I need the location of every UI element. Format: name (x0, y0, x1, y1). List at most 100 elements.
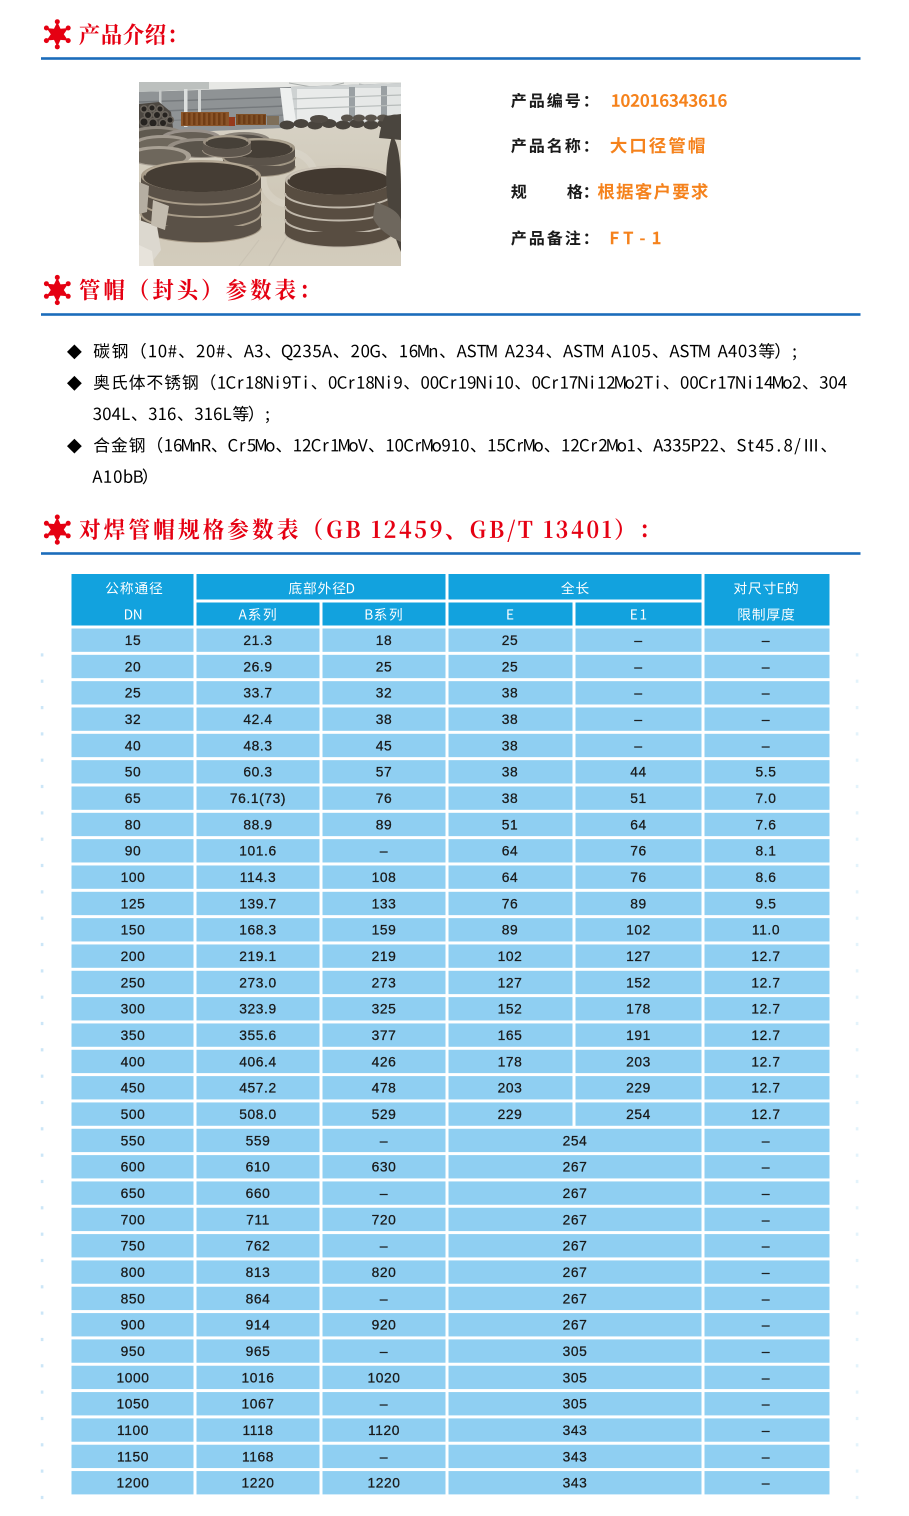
svg-text:1220: 1220 (367, 1476, 400, 1491)
svg-text:127: 127 (626, 949, 651, 964)
svg-text:–: – (762, 1476, 770, 1491)
svg-text:965: 965 (246, 1344, 271, 1359)
svg-text:12.7: 12.7 (751, 1028, 780, 1043)
svg-text:64: 64 (502, 870, 519, 885)
svg-text:1150: 1150 (117, 1449, 149, 1464)
svg-text:–: – (634, 686, 642, 701)
svg-text:720: 720 (372, 1212, 397, 1227)
svg-text:45: 45 (376, 738, 393, 753)
svg-text:11.0: 11.0 (752, 923, 780, 938)
svg-text:102: 102 (626, 923, 651, 938)
svg-text:33.7: 33.7 (243, 686, 272, 701)
svg-text:1020: 1020 (367, 1370, 400, 1385)
svg-text:–: – (380, 1133, 388, 1148)
svg-text:450: 450 (121, 1081, 146, 1096)
svg-text:38: 38 (502, 686, 519, 701)
svg-text:813: 813 (246, 1265, 271, 1280)
svg-text:7.0: 7.0 (756, 791, 777, 806)
svg-text:114.3: 114.3 (240, 870, 277, 885)
svg-text:1000: 1000 (116, 1370, 149, 1385)
svg-text:650: 650 (121, 1186, 146, 1201)
svg-text:165: 165 (498, 1028, 523, 1043)
svg-text:203: 203 (626, 1054, 651, 1069)
svg-text:900: 900 (121, 1318, 146, 1333)
svg-text:711: 711 (246, 1212, 270, 1227)
svg-text:254: 254 (563, 1133, 588, 1148)
svg-text:750: 750 (121, 1239, 146, 1254)
svg-text:57: 57 (376, 765, 393, 780)
svg-text:168.3: 168.3 (239, 923, 277, 938)
svg-text:64: 64 (502, 844, 519, 859)
svg-text:–: – (380, 1186, 388, 1201)
svg-text:89: 89 (502, 923, 519, 938)
svg-text:355.6: 355.6 (239, 1028, 277, 1043)
svg-text:152: 152 (498, 1002, 523, 1017)
svg-text:–: – (762, 712, 770, 727)
svg-text:–: – (634, 659, 642, 674)
svg-text:18: 18 (376, 633, 393, 648)
svg-text:1050: 1050 (116, 1397, 149, 1412)
svg-text:1067: 1067 (241, 1397, 274, 1412)
svg-text:88.9: 88.9 (243, 817, 272, 832)
svg-text:–: – (634, 712, 642, 727)
svg-text:60.3: 60.3 (243, 765, 272, 780)
svg-text:38: 38 (502, 765, 519, 780)
svg-text:8.1: 8.1 (756, 844, 777, 859)
svg-text:406.4: 406.4 (239, 1054, 277, 1069)
svg-text:325: 325 (372, 1002, 397, 1017)
svg-text:–: – (762, 659, 770, 674)
svg-text:38: 38 (502, 738, 519, 753)
svg-text:229: 229 (626, 1081, 651, 1096)
svg-text:820: 820 (372, 1265, 397, 1280)
svg-text:76: 76 (630, 870, 647, 885)
svg-text:–: – (380, 1239, 388, 1254)
svg-text:457.2: 457.2 (239, 1081, 277, 1096)
svg-text:38: 38 (502, 791, 519, 806)
svg-text:32: 32 (376, 686, 393, 701)
svg-text:377: 377 (372, 1028, 397, 1043)
svg-text:76: 76 (376, 791, 393, 806)
svg-text:102: 102 (498, 949, 523, 964)
svg-text:38: 38 (502, 712, 519, 727)
svg-text:178: 178 (626, 1002, 651, 1017)
svg-text:12.7: 12.7 (751, 949, 780, 964)
svg-text:80: 80 (125, 817, 142, 832)
svg-text:–: – (634, 633, 642, 648)
svg-text:529: 529 (372, 1107, 397, 1122)
svg-text:12.7: 12.7 (751, 1054, 780, 1069)
svg-text:5.5: 5.5 (756, 765, 777, 780)
svg-text:100: 100 (121, 870, 146, 885)
svg-text:191: 191 (626, 1028, 651, 1043)
svg-text:600: 600 (121, 1160, 146, 1175)
svg-text:89: 89 (376, 817, 393, 832)
svg-text:1168: 1168 (242, 1449, 274, 1464)
svg-text:267: 267 (563, 1265, 588, 1280)
svg-text:21.3: 21.3 (243, 633, 272, 648)
svg-text:1118: 1118 (242, 1423, 273, 1438)
svg-text:914: 914 (246, 1318, 271, 1333)
svg-text:–: – (762, 686, 770, 701)
svg-text:159: 159 (372, 923, 397, 938)
svg-text:64: 64 (630, 817, 647, 832)
svg-text:–: – (762, 1160, 770, 1175)
svg-text:150: 150 (121, 923, 146, 938)
svg-text:127: 127 (498, 975, 523, 990)
svg-text:219: 219 (372, 949, 397, 964)
svg-text:273.0: 273.0 (239, 975, 277, 990)
svg-text:42.4: 42.4 (243, 712, 272, 727)
svg-text:950: 950 (121, 1344, 146, 1359)
svg-text:133: 133 (372, 896, 397, 911)
svg-text:25: 25 (502, 659, 519, 674)
svg-text:–: – (762, 1291, 770, 1306)
svg-text:–: – (380, 844, 388, 859)
svg-text:350: 350 (121, 1028, 146, 1043)
svg-text:343: 343 (563, 1476, 588, 1491)
svg-text:7.6: 7.6 (756, 817, 777, 832)
svg-text:559: 559 (246, 1133, 271, 1148)
svg-text:267: 267 (563, 1291, 588, 1306)
svg-text:90: 90 (125, 844, 142, 859)
svg-text:267: 267 (563, 1318, 588, 1333)
svg-text:864: 864 (246, 1291, 271, 1306)
svg-text:–: – (762, 1423, 770, 1438)
svg-text:1200: 1200 (116, 1476, 149, 1491)
